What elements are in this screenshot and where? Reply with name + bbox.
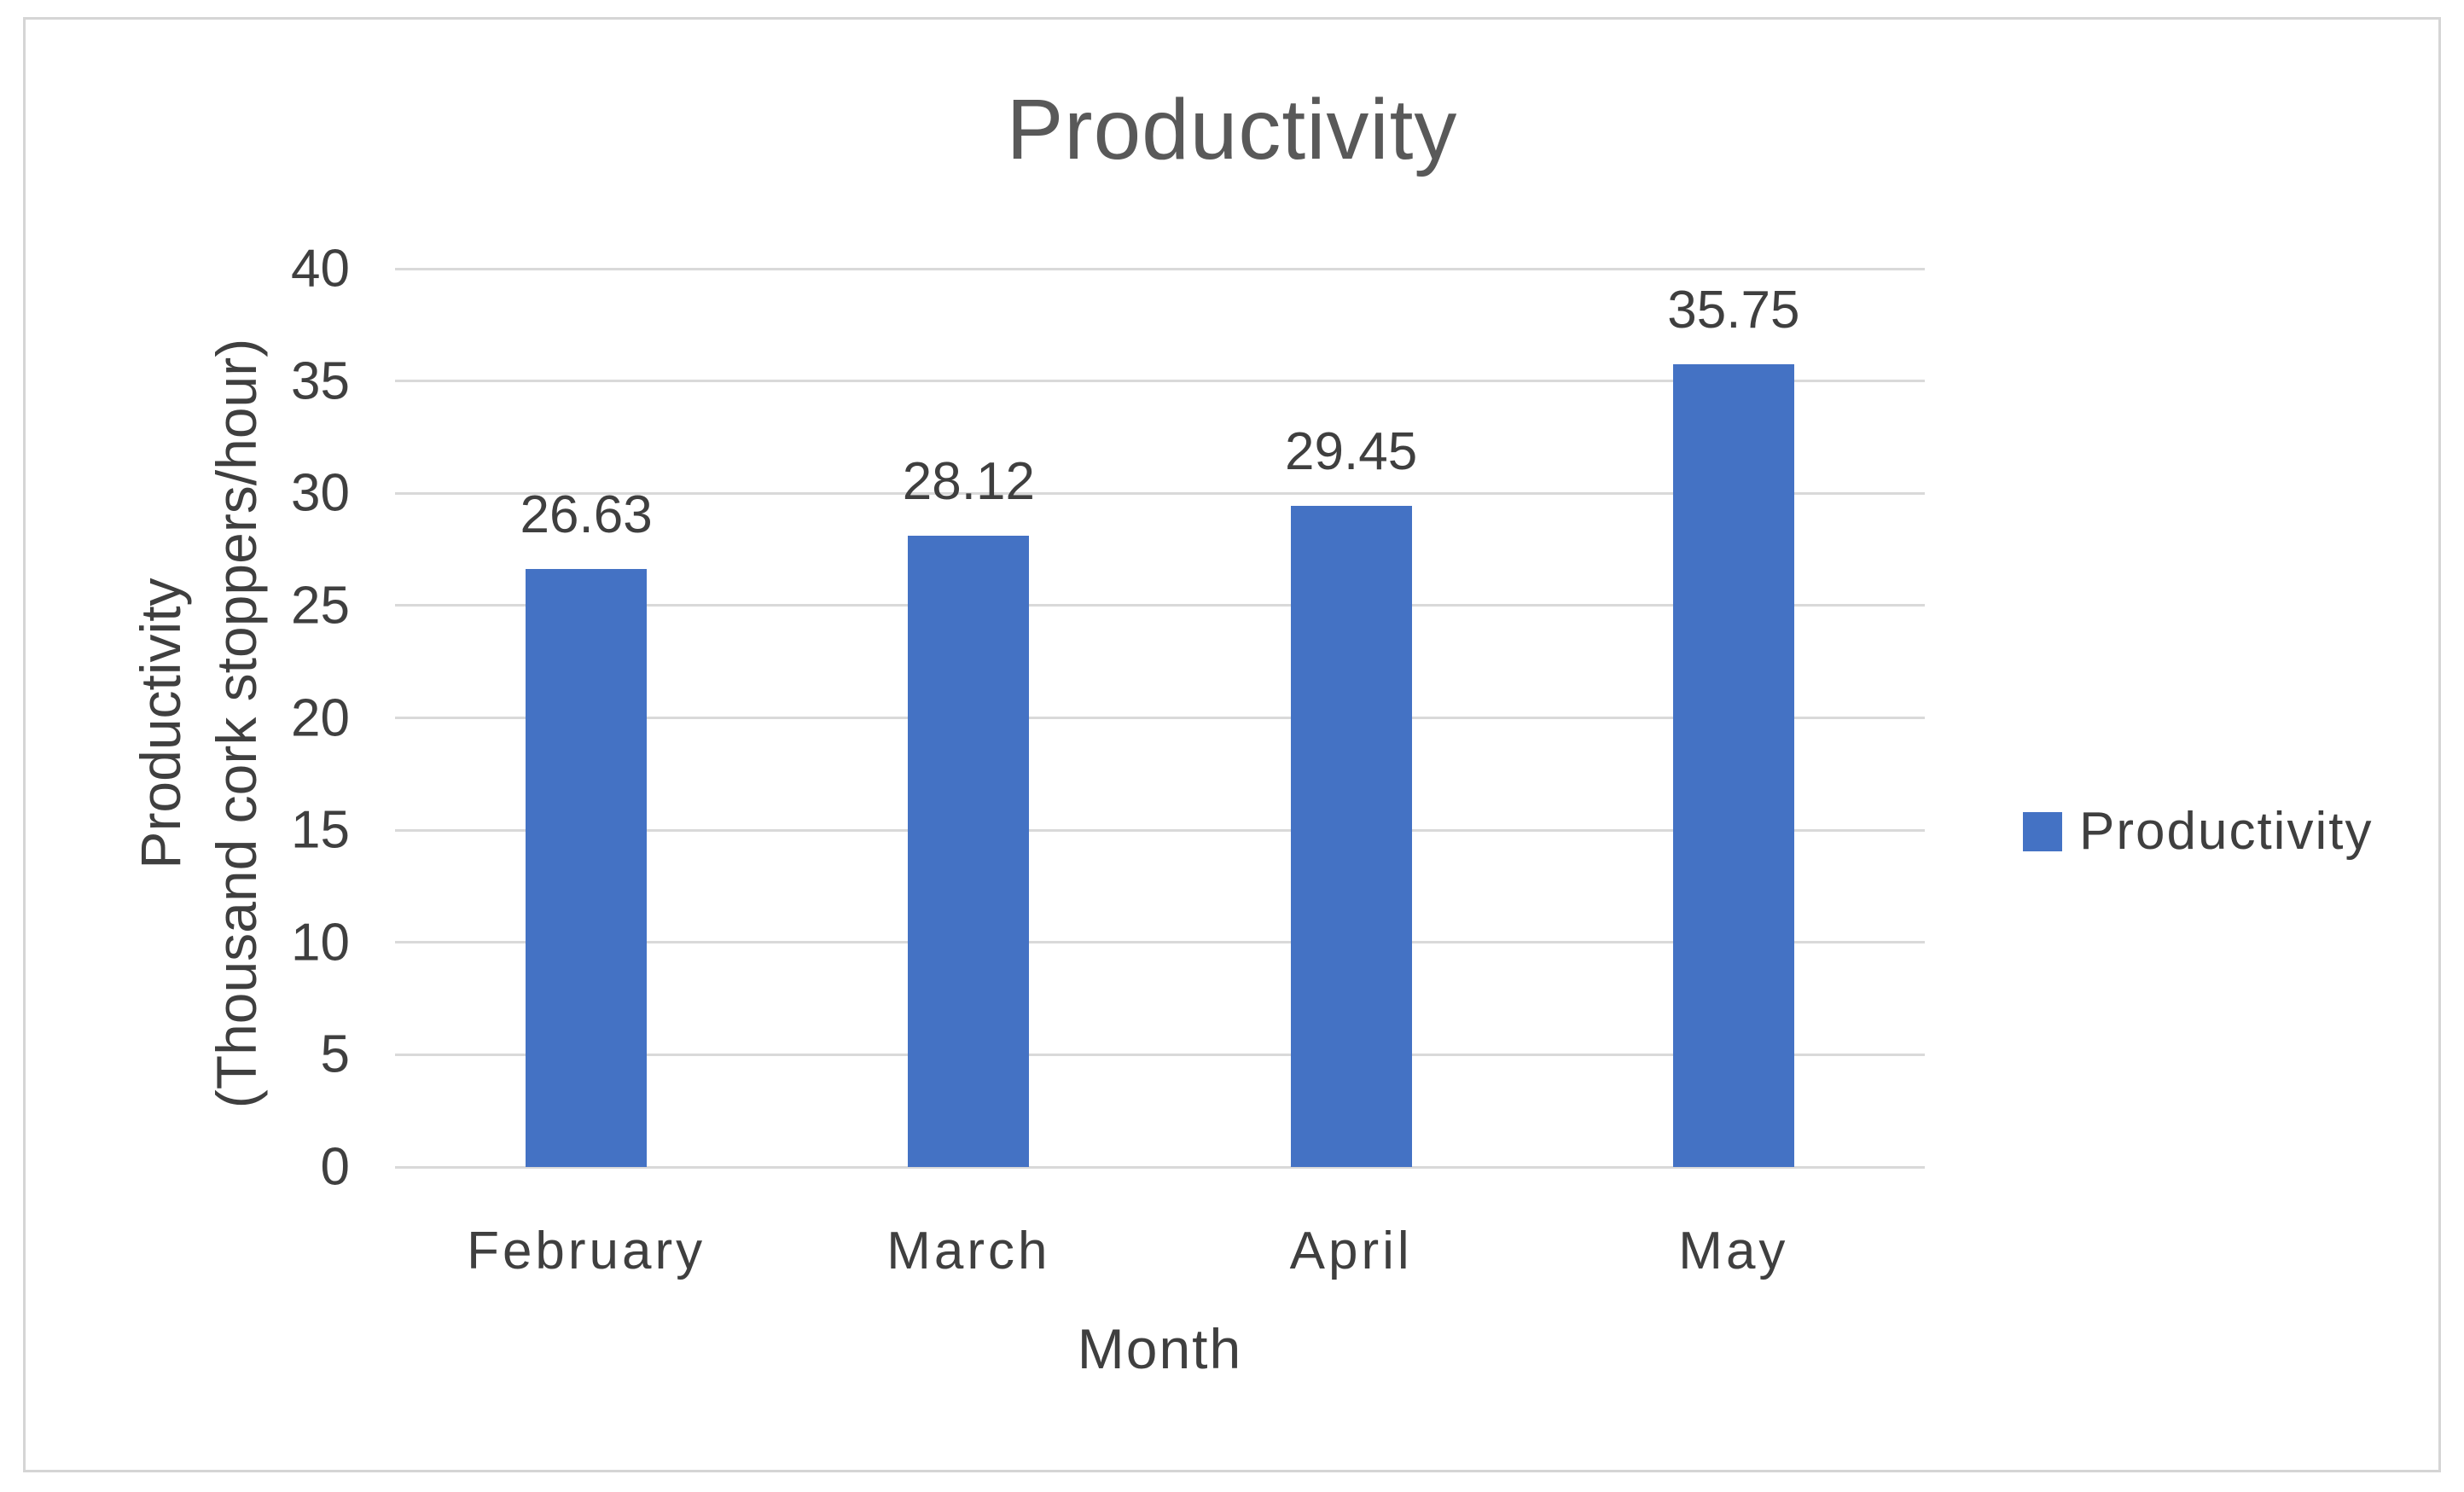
legend: Productivity (2023, 801, 2373, 862)
y-tick-label: 15 (291, 800, 350, 860)
gridline (395, 717, 1925, 719)
plot-area: 26.63 28.12 29.45 35.75 (395, 267, 1925, 1169)
gridline (395, 491, 1925, 495)
y-tick-label: 10 (291, 913, 350, 972)
x-axis-title: Month (1077, 1317, 1243, 1380)
y-tick-label: 25 (291, 576, 350, 636)
y-tick-label: 35 (291, 351, 350, 411)
bar-value-label: 26.63 (520, 485, 653, 544)
bar-april (1290, 505, 1412, 1167)
y-tick-label: 0 (320, 1137, 350, 1197)
y-axis-title-line1: Productivity (128, 578, 192, 869)
x-tick-label: March (886, 1222, 1051, 1280)
gridline (395, 941, 1925, 944)
chart-title: Productivity (1006, 82, 1458, 177)
y-tick-label: 20 (291, 688, 350, 747)
legend-label: Productivity (2079, 802, 2374, 861)
bar-february (526, 568, 648, 1167)
legend-swatch-icon (2023, 811, 2062, 851)
bar-value-label: 28.12 (902, 451, 1035, 511)
gridline (395, 828, 1925, 832)
gridline (395, 1165, 1925, 1169)
bar-may (1672, 363, 1794, 1167)
bar-march (908, 535, 1030, 1167)
gridline (395, 380, 1925, 383)
y-tick-label: 40 (291, 239, 350, 299)
y-tick-label: 30 (291, 463, 350, 523)
bar-value-label: 35.75 (1667, 280, 1800, 340)
y-axis-tick-labels: 0 5 10 15 20 25 30 35 40 (26, 20, 350, 1470)
y-axis-title-line2: (Thousand cork stoppers/hour) (205, 338, 268, 1109)
chart-frame: Productivity 26.63 28.12 29.45 35.75 0 5 10 15… (23, 17, 2441, 1472)
bar-value-label: 29.45 (1285, 421, 1418, 481)
gridline (395, 604, 1925, 607)
y-axis-title: Productivity (Thousand cork stoppers/hou… (123, 339, 275, 1108)
gridline (395, 1053, 1925, 1056)
x-tick-label: April (1289, 1222, 1413, 1280)
gridline (395, 267, 1925, 270)
x-tick-label: May (1678, 1222, 1789, 1280)
y-tick-label: 5 (320, 1025, 350, 1084)
x-tick-label: February (467, 1222, 706, 1280)
